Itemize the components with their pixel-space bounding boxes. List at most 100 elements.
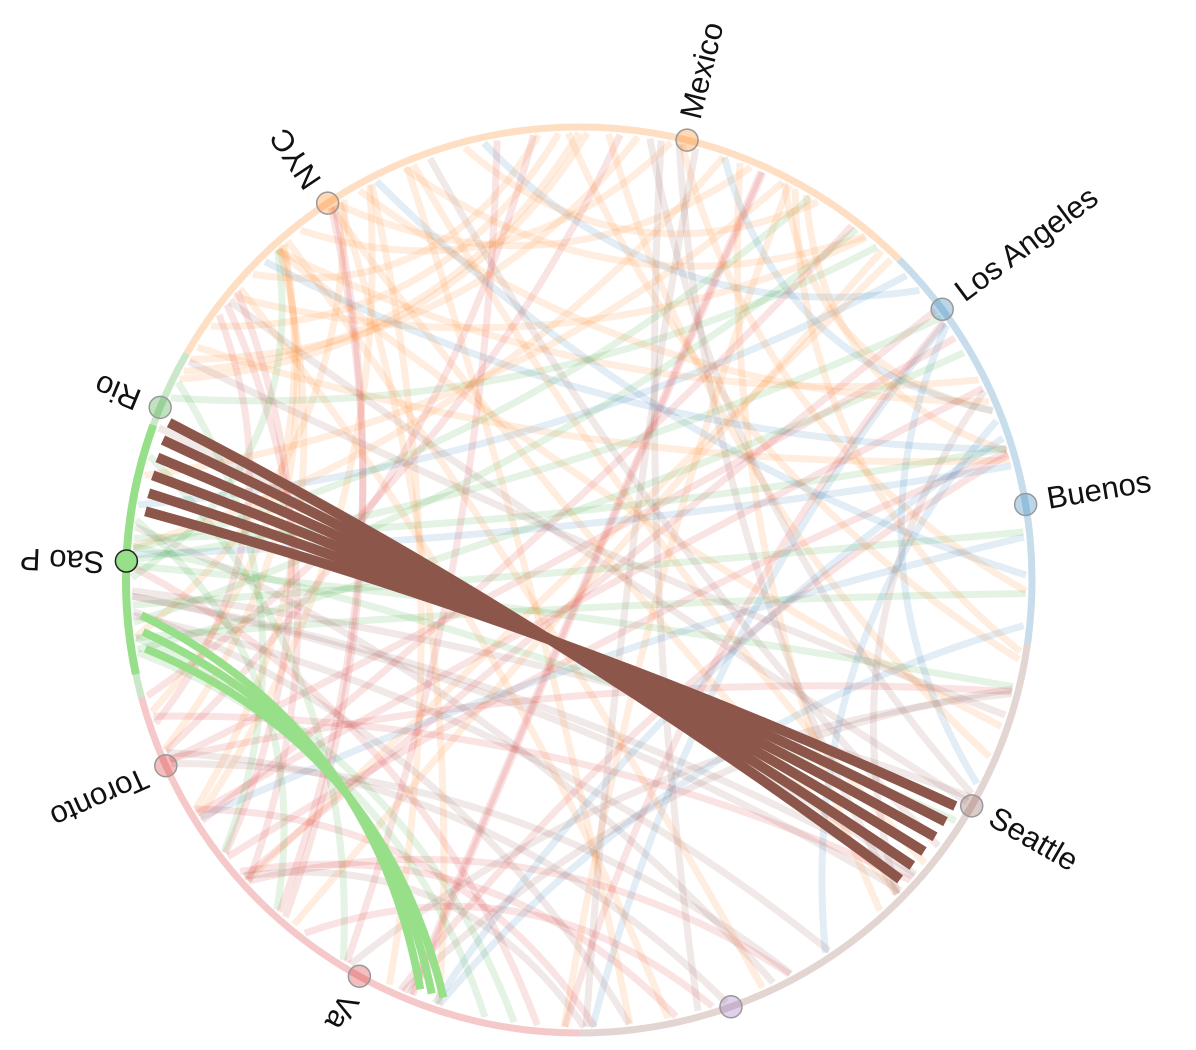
faint-edge [897,324,980,786]
node-dot[interactable] [315,191,340,215]
faint-edge [222,290,295,855]
faint-edge [733,162,884,912]
faint-edge [650,140,702,1012]
faint-edge [132,154,727,550]
faint-edge [605,132,992,760]
faint-edge [170,243,879,405]
faint-edge [303,902,715,1010]
faint-edge [131,592,916,880]
faint-edge [561,319,947,1028]
faint-edge [275,247,980,391]
faint-edge [401,685,1014,994]
node-dot[interactable] [154,753,178,778]
node-label[interactable]: Rio [89,367,145,417]
faint-edge [589,320,948,1028]
faint-edge [145,133,624,699]
faint-edges [130,131,1028,1029]
node-label[interactable]: Seattle [983,800,1084,878]
faint-edge [223,303,302,883]
faint-edge [166,748,729,1005]
faint-edge [131,592,903,894]
node-dot[interactable] [148,395,172,420]
node-dot[interactable] [959,794,984,818]
faint-edge [239,860,679,1019]
highlight-edge [166,418,904,884]
faint-edge [133,199,348,640]
faint-edge [132,612,832,954]
node-dot[interactable] [719,995,743,1019]
ring-segment [183,230,291,356]
faint-edge [130,249,286,581]
faint-edge [291,248,885,927]
faint-edge [802,194,1009,455]
faint-edge [179,131,591,383]
ring-segment [896,257,1036,644]
faint-edge [133,523,776,985]
faint-edge [226,449,1009,860]
faint-edge [168,334,957,764]
faint-edge [252,133,542,282]
faint-edge [143,179,786,479]
faint-edge [409,171,767,997]
highlight-ring [122,423,158,676]
faint-edge [275,247,1003,730]
node-label[interactable]: Los Angeles [948,179,1104,308]
node-label[interactable]: Buenos [1044,464,1154,516]
faint-edge [560,184,793,1028]
faint-edge [130,563,541,1027]
faint-edge [183,131,583,375]
faint-edge [136,649,489,1019]
ring-segment [285,123,902,263]
faint-edge [227,298,970,805]
node-label[interactable]: Sao P [19,541,105,580]
faint-edge [335,164,753,250]
faint-edge [136,349,966,653]
faint-edge [263,258,1007,453]
highlighted-edges [122,418,958,999]
faint-edge [138,272,908,509]
faint-edge [232,234,868,332]
faint-edge [481,140,920,301]
faint-edge [818,418,1000,954]
faint-edge [678,144,1028,594]
faint-edge [131,562,1014,691]
faint-edge [582,147,700,1028]
faint-edge [427,156,941,849]
node-dot[interactable] [930,297,954,322]
faint-edge [565,131,1021,663]
faint-edge [407,170,765,996]
faint-edge [247,855,792,978]
faint-edge [299,140,674,255]
faint-edge [237,286,672,1020]
faint-edge [675,144,900,897]
highlight-edge [139,611,425,990]
node-dot[interactable] [1013,492,1038,517]
node-label[interactable]: NYC [263,122,328,196]
faint-edge [357,187,989,406]
faint-edge [646,138,975,796]
faint-edge [132,226,859,626]
faint-edge [210,131,562,330]
node-dot[interactable] [114,549,139,573]
faint-edge [403,166,634,1025]
node-label[interactable]: Va [318,988,366,1037]
faint-edge [462,145,819,238]
faint-edge [348,690,1012,967]
faint-edge [436,622,1025,1007]
faint-edge [135,590,1026,642]
node-dot[interactable] [675,128,699,152]
faint-edge [374,178,1028,579]
faint-edge [132,528,1024,609]
faint-edge [781,182,994,415]
faint-edge [284,238,766,990]
faint-edge [187,358,1007,719]
faint-edge [196,343,1010,466]
node-label[interactable]: Toronto [45,761,154,835]
faint-edge [131,608,633,1026]
faint-edge [243,868,587,1029]
faint-edge [171,760,793,977]
node-label[interactable]: Mexico [673,19,730,123]
node-dot[interactable] [347,964,372,988]
